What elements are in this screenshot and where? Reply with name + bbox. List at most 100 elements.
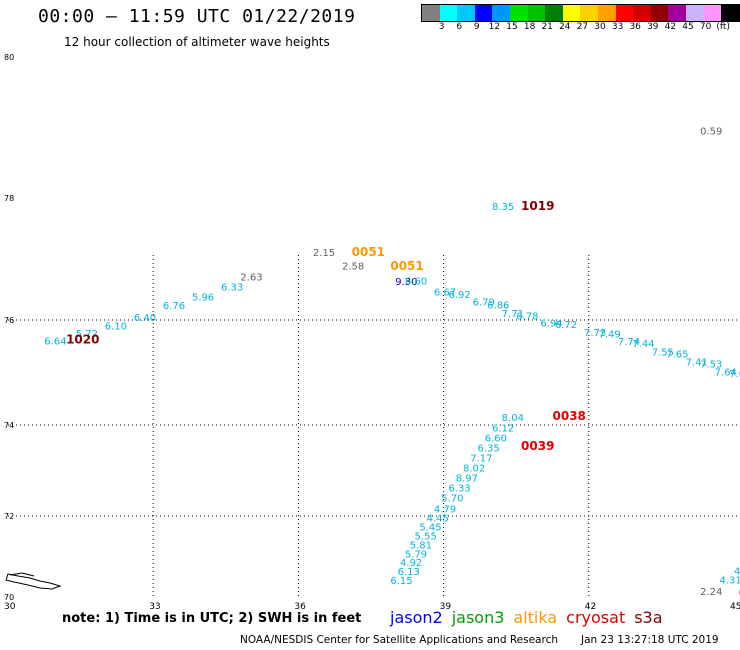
swh-value-label: 8.97: [456, 473, 478, 484]
color-scale-label: 39: [647, 22, 659, 32]
swh-value-label: 7.64: [715, 368, 737, 379]
swh-value-label: 6.76: [163, 301, 185, 312]
swh-value-label: 6.60: [485, 433, 507, 444]
color-swatch: [492, 5, 510, 21]
swh-value-label: 7.73: [584, 328, 606, 339]
swh-value-label: 2.63: [240, 272, 262, 283]
color-swatch: [615, 5, 634, 21]
longitude-label: 36: [294, 602, 306, 612]
latitude-label: 80: [4, 53, 14, 62]
swh-value-label: 2.58: [342, 261, 364, 272]
color-swatch: [562, 5, 581, 21]
longitude-label: 45: [730, 602, 740, 612]
latitude-label: 74: [4, 421, 14, 430]
swh-value-label: 7.71: [502, 309, 524, 320]
color-swatch: [457, 5, 475, 21]
color-swatch: [703, 5, 722, 21]
swh-value-label: 4.92: [400, 558, 422, 569]
mission-legend-cryosat: cryosat: [566, 608, 626, 627]
wave-height-color-scale: [421, 4, 740, 22]
color-swatch: [439, 5, 458, 21]
color-scale-label: 45: [682, 22, 694, 32]
color-scale-label: 21: [541, 22, 553, 32]
latitude-label: 72: [4, 512, 14, 521]
latitude-label: 70: [4, 593, 14, 602]
lat-lon-grid: [8, 255, 740, 598]
swh-value-label: 8.04: [502, 413, 524, 424]
color-scale-label: 70: [699, 22, 712, 32]
color-scale-label: 30: [594, 22, 606, 32]
color-swatch: [474, 5, 493, 21]
swh-value-label: 6.40: [134, 313, 156, 324]
swh-value-label: 0.59: [700, 127, 722, 138]
latitude-label: 78: [4, 194, 14, 203]
swh-value-label: 9.30: [395, 277, 417, 288]
swh-value-label: 8.02: [463, 463, 485, 474]
swh-value-label: 6.13: [398, 567, 420, 578]
color-swatch: [633, 5, 651, 21]
swh-value-label: 6.86: [487, 300, 509, 311]
color-swatch: [527, 5, 546, 21]
color-swatch: [597, 5, 616, 21]
coastline-island: [5, 573, 62, 590]
color-scale-labels: 3 6 9 12 15 18 21 24 27 30 33 36 39 42 45 70 (ft): [421, 22, 740, 34]
pass-time-label: 0039: [521, 439, 554, 453]
swh-value-label: 6.12: [492, 423, 514, 434]
swh-value-label: 6.33: [448, 483, 470, 494]
swh-value-label: 5.72: [76, 329, 98, 340]
color-scale-label: (ft): [716, 22, 730, 32]
pass-time-label: 0051: [390, 259, 423, 273]
map-title: 00:00 – 11:59 UTC 01/22/2019: [38, 6, 356, 27]
swh-value-label: 2.15: [313, 248, 335, 259]
swh-value-label: 6.92: [448, 290, 470, 301]
color-scale-label: 36: [629, 22, 641, 32]
pass-time-label: 1019: [521, 199, 554, 213]
color-swatch: [545, 5, 563, 21]
swh-value-label: 6.72: [555, 320, 577, 331]
swh-value-label: 7.53: [700, 359, 722, 370]
mission-legend-s3a: s3a: [634, 608, 663, 627]
swh-value-label: 6.15: [390, 576, 412, 587]
color-scale-label: 24: [559, 22, 571, 32]
swh-value-label: 6.67: [434, 288, 456, 299]
mission-legend: jason2 jason3 altika cryosat s3a: [390, 608, 672, 627]
swh-value-label: 7.49: [598, 329, 620, 340]
swh-value-label: 4.79: [434, 504, 456, 515]
mission-legend-jason2: jason2: [390, 608, 443, 627]
swh-value-label: 5.45: [419, 523, 441, 534]
generated-timestamp: Jan 23 13:27:18 UTC 2019: [581, 634, 719, 646]
latitude-label: 76: [4, 316, 14, 325]
swh-value-label: 4.31: [719, 576, 740, 587]
color-scale-label: 3: [438, 22, 445, 32]
color-swatch: [721, 5, 739, 21]
color-scale-label: 15: [506, 22, 518, 32]
color-scale-label: 6: [456, 22, 463, 32]
longitude-label: 33: [149, 602, 160, 612]
mission-legend-jason3: jason3: [451, 608, 505, 627]
color-scale-label: 27: [576, 22, 589, 32]
pass-time-label: 0: [739, 586, 740, 600]
coastline: [5, 572, 62, 590]
swh-value-label: 7.44: [632, 339, 654, 350]
swh-value-label: 7.55: [652, 348, 674, 359]
swh-value-label: 5.55: [415, 531, 437, 542]
swh-value-label: 6.78: [516, 311, 538, 322]
color-swatch: [685, 5, 704, 21]
coastline-fragment: [9, 572, 35, 577]
color-swatch: [650, 5, 669, 21]
swh-value-label: 7.17: [470, 453, 492, 464]
swh-value-label: 6.60: [405, 277, 427, 288]
swh-value-label: 7.04: [729, 369, 740, 380]
swh-value-label: 7.41: [686, 358, 708, 369]
swh-value-label: 5.79: [405, 549, 427, 560]
swh-value-label: 5.81: [410, 540, 432, 551]
pass-time-label: 0038: [553, 409, 586, 423]
color-swatch: [422, 5, 440, 21]
swh-value-label: 6.10: [105, 321, 127, 332]
swh-value-label: 8.35: [492, 202, 514, 213]
pass-time-label: 0051: [352, 245, 385, 259]
longitude-label: 30: [4, 602, 16, 612]
swh-value-label: 6.94: [540, 318, 562, 329]
color-swatch: [668, 5, 686, 21]
